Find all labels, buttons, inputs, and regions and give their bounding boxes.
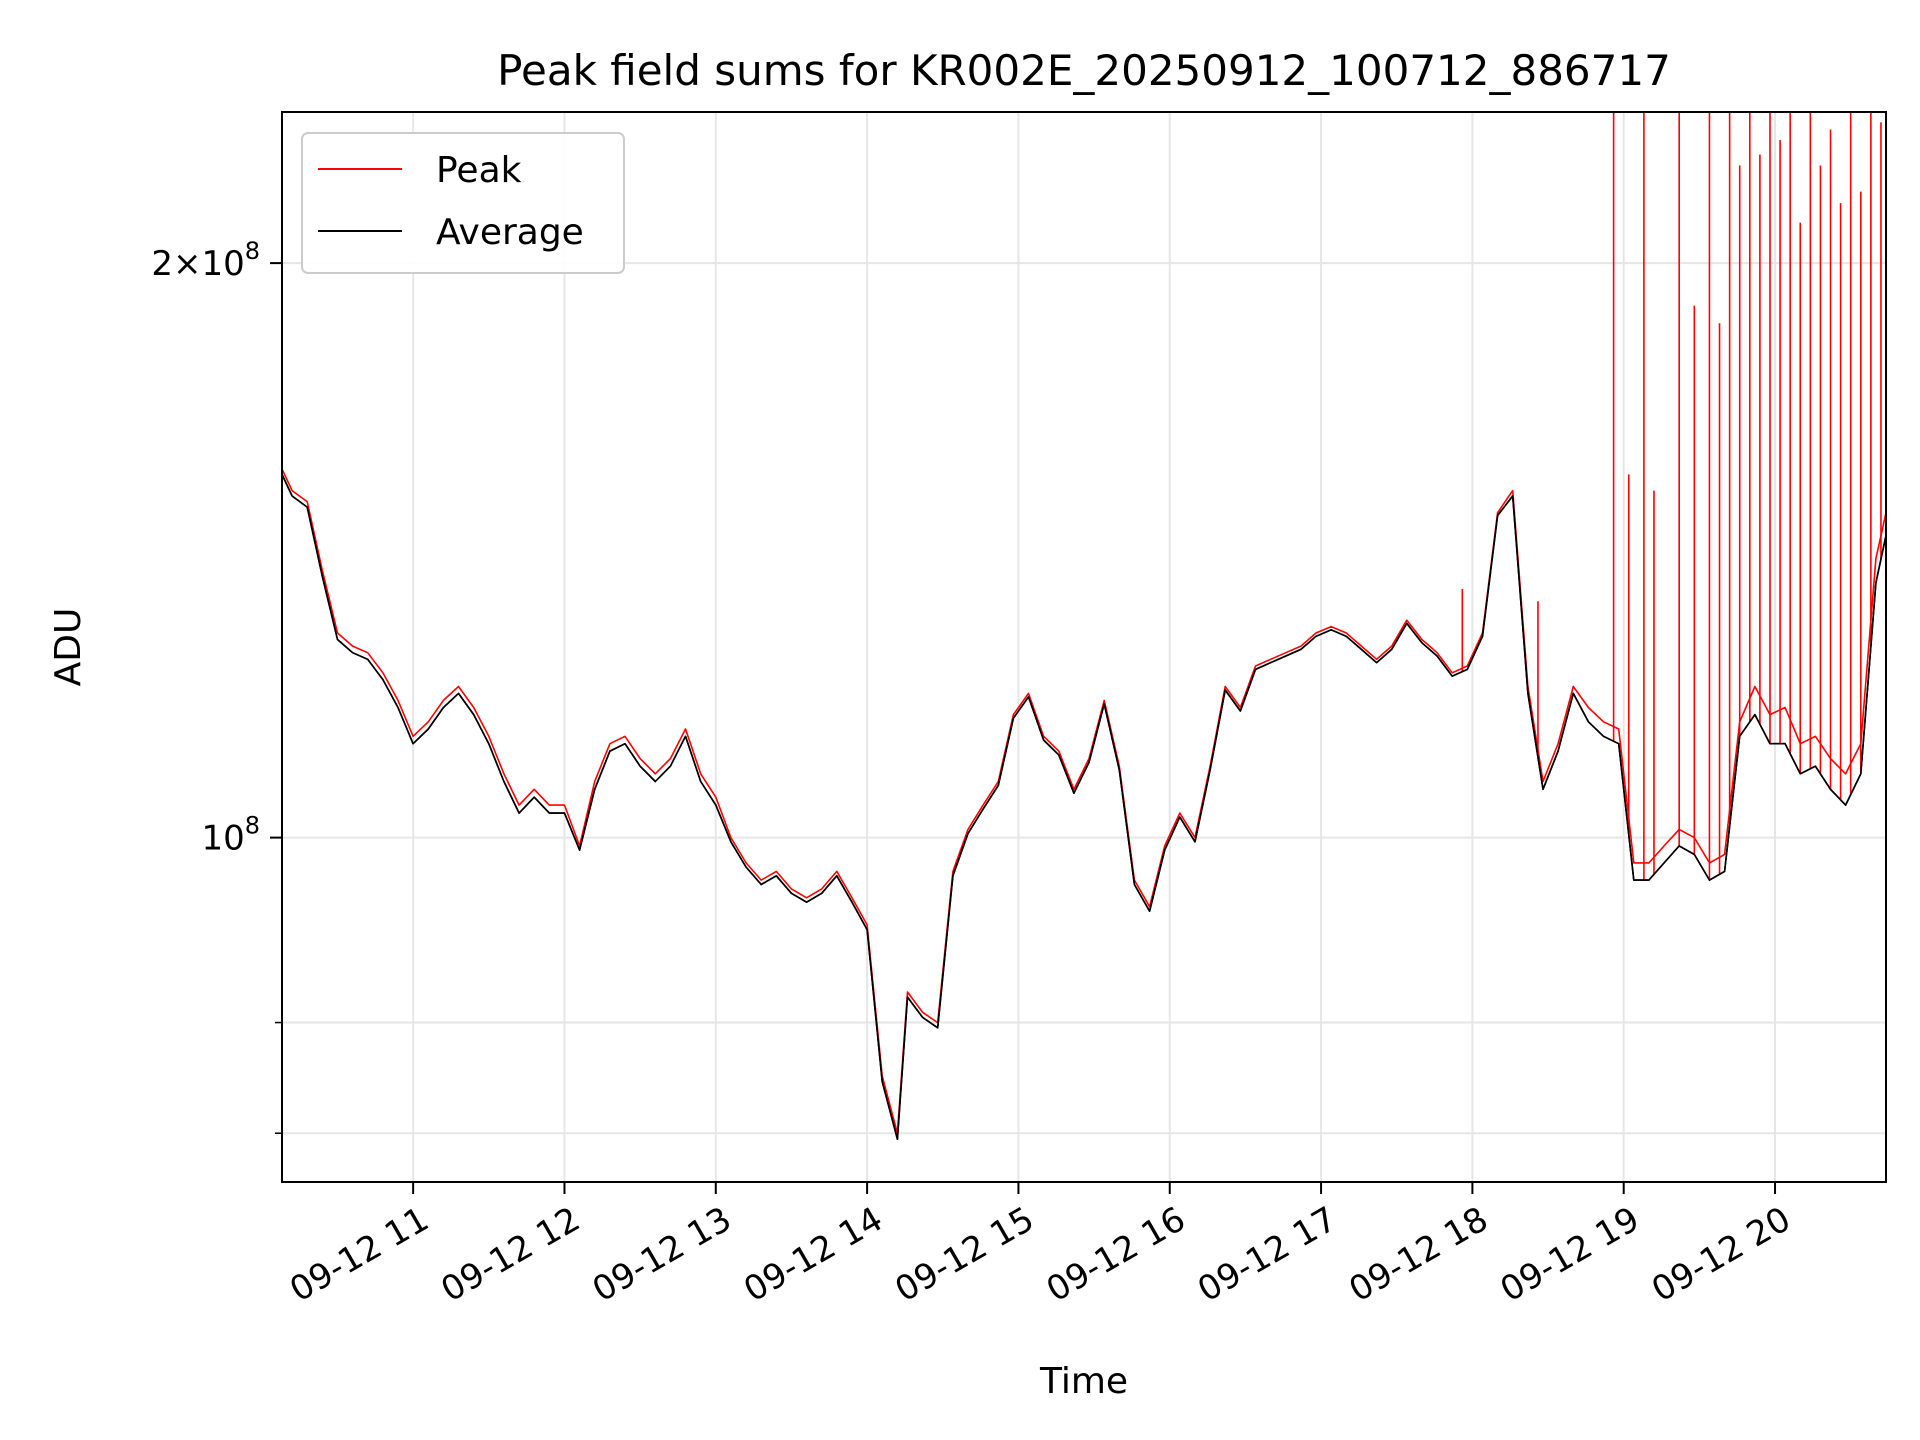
- plot-frame: [281, 111, 1887, 1183]
- series-line-average-overlay: [281, 474, 1887, 1140]
- x-axis-label: Time: [1039, 1361, 1128, 1402]
- series-line-peak: [281, 468, 1887, 1134]
- y-axis: 2×108 108: [151, 237, 282, 1134]
- grid: [282, 112, 1886, 1182]
- plot-lines: [281, 113, 1887, 1140]
- y-tick-label: 108: [201, 812, 260, 859]
- legend-label-peak: Peak: [436, 150, 522, 191]
- legend: Peak Average: [301, 132, 625, 274]
- y-axis-label: ADU: [48, 608, 89, 687]
- chart-title: Peak field sums for KR002E_20250912_1007…: [497, 46, 1671, 95]
- y-tick-label: 2×108: [151, 237, 260, 284]
- legend-label-average: Average: [436, 212, 584, 253]
